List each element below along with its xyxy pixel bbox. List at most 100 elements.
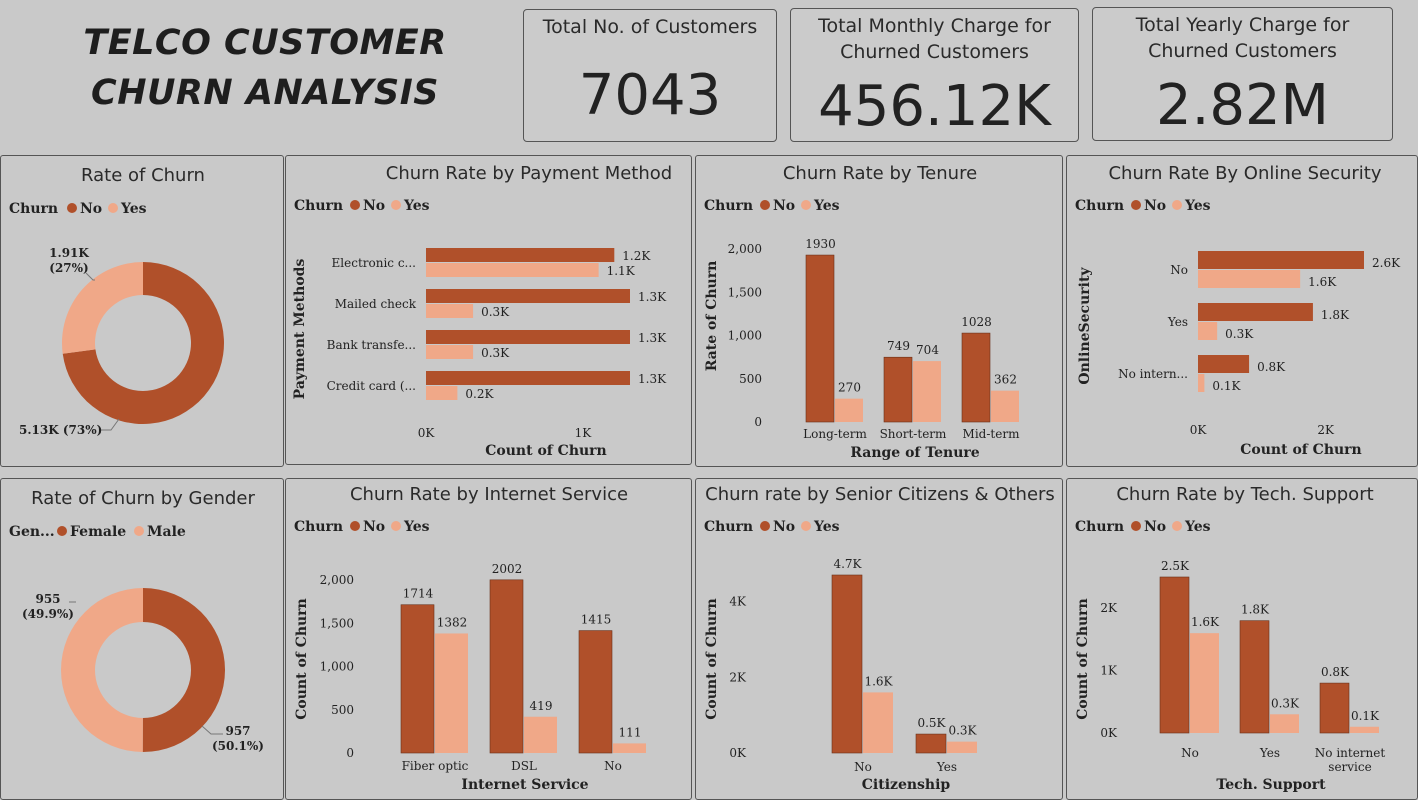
y-tick-label: 1,500 bbox=[728, 285, 762, 299]
pie-leader-line bbox=[201, 725, 223, 735]
data-label: 0.3K bbox=[481, 305, 510, 319]
data-label: 0.3K bbox=[1225, 327, 1254, 341]
data-label: 1.2K bbox=[622, 249, 651, 263]
panel-churn-by-payment-method: Churn Rate by Payment Method Churn No Yes El… bbox=[285, 155, 692, 465]
data-label: 2002 bbox=[492, 562, 523, 576]
y-tick-label: 0 bbox=[754, 415, 762, 429]
data-label: 1.6K bbox=[1308, 275, 1337, 289]
category-label: No bbox=[854, 760, 872, 774]
data-label: 0.8K bbox=[1321, 665, 1350, 679]
legend-item-label: No bbox=[363, 519, 385, 535]
category-label: Short-term bbox=[880, 427, 947, 441]
kpi-card-yearly-charge: Total Yearly Charge for Churned Customer… bbox=[1092, 7, 1393, 141]
panel-churn-by-online-security: Churn Rate By Online Security Churn No Yes N… bbox=[1066, 155, 1418, 467]
data-label: 0.8K bbox=[1257, 360, 1286, 374]
kpi-card-total-customers: Total No. of Customers 7043 bbox=[523, 9, 777, 142]
data-label: 1.3K bbox=[638, 372, 667, 386]
bar-no bbox=[1198, 303, 1313, 321]
x-axis-title: Count of Churn bbox=[1240, 442, 1361, 458]
dashboard-title: TELCO CUSTOMER CHURN ANALYSIS bbox=[60, 18, 470, 118]
legend-item-label: No bbox=[80, 201, 102, 217]
legend-marker-yes bbox=[1172, 200, 1182, 210]
category-label: service bbox=[1328, 760, 1371, 774]
data-label: 0.5K bbox=[917, 716, 946, 730]
y-tick-label: 1,500 bbox=[320, 616, 354, 630]
bar-no bbox=[489, 579, 524, 754]
category-label: Yes bbox=[936, 760, 957, 774]
bar-yes bbox=[835, 398, 863, 422]
data-label: 1714 bbox=[403, 587, 434, 601]
legend-title: Churn bbox=[294, 519, 343, 535]
data-label: 704 bbox=[916, 343, 939, 357]
bar-no bbox=[1198, 355, 1250, 373]
panel-churn-by-gender: Rate of Churn by Gender Gen... Female Male 9… bbox=[0, 478, 284, 800]
category-label: No internet bbox=[1315, 746, 1386, 760]
category-label: Mailed check bbox=[335, 297, 417, 311]
data-label: 1.8K bbox=[1321, 308, 1350, 322]
kpi-label: Total Yearly Charge for bbox=[1135, 14, 1350, 36]
data-label: 270 bbox=[838, 381, 861, 395]
dashboard-title-line2: CHURN ANALYSIS bbox=[91, 73, 439, 113]
chart-title: Churn Rate by Internet Service bbox=[350, 484, 628, 505]
dashboard-title-line1: TELCO CUSTOMER bbox=[83, 23, 447, 63]
bar-no bbox=[426, 330, 630, 344]
legend-marker-female bbox=[57, 526, 67, 536]
legend-item-label: Yes bbox=[1184, 519, 1211, 535]
bar-yes bbox=[863, 692, 893, 753]
data-label: 2.5K bbox=[1161, 559, 1190, 573]
data-label: 0.1K bbox=[1212, 379, 1241, 393]
y-axis-title: Payment Methods bbox=[292, 259, 308, 400]
kpi-value: 2.82M bbox=[1155, 73, 1329, 138]
bar-no bbox=[831, 574, 863, 754]
pie-data-label: 955 bbox=[35, 592, 60, 606]
bar-no bbox=[805, 254, 835, 423]
bar-no bbox=[1159, 576, 1190, 734]
y-axis-title: OnlineSecurity bbox=[1077, 267, 1093, 385]
bar-no bbox=[1319, 682, 1350, 734]
bar-no bbox=[426, 289, 630, 303]
bar-yes bbox=[426, 263, 599, 277]
y-tick-label: 1,000 bbox=[320, 660, 354, 674]
bar-yes bbox=[1198, 322, 1218, 340]
bar-yes bbox=[613, 743, 646, 753]
bar-no bbox=[578, 630, 613, 754]
y-tick-label: 2,000 bbox=[320, 573, 354, 587]
y-axis-title: Rate of Churn bbox=[704, 261, 720, 372]
bar-yes bbox=[991, 390, 1019, 422]
pie-data-label: 957 bbox=[225, 724, 250, 738]
legend-item-label: No bbox=[1144, 519, 1166, 535]
pie-slice-yes bbox=[61, 262, 143, 354]
bar-no bbox=[1239, 620, 1270, 734]
kpi-label: Total Monthly Charge for bbox=[818, 15, 1051, 37]
bar-yes bbox=[913, 361, 941, 422]
y-tick-label: 2,000 bbox=[728, 242, 762, 256]
chart-title: Rate of Churn by Gender bbox=[31, 488, 255, 509]
legend-item-label: Yes bbox=[813, 198, 840, 214]
legend-marker-male bbox=[134, 526, 144, 536]
bar-no bbox=[426, 371, 630, 385]
data-label: 1.6K bbox=[1191, 615, 1220, 629]
kpi-card-monthly-charge: Total Monthly Charge for Churned Custome… bbox=[790, 8, 1079, 142]
bar-yes bbox=[426, 386, 458, 400]
chart-svg: Churn Rate by Tenure Churn No Yes 0 500 1,000 1… bbox=[704, 163, 1020, 461]
data-label: 2.6K bbox=[1372, 256, 1401, 270]
legend-item-label: Female bbox=[70, 524, 126, 540]
y-tick-label: 0K bbox=[1100, 726, 1118, 740]
data-label: 1.6K bbox=[864, 674, 893, 688]
data-label: 1.3K bbox=[638, 290, 667, 304]
pie-data-label: (27%) bbox=[49, 261, 88, 275]
x-axis-title: Citizenship bbox=[862, 777, 951, 793]
y-tick-label: 0 bbox=[346, 746, 354, 760]
pie-slice-female bbox=[142, 588, 226, 752]
legend-title: Churn bbox=[294, 198, 343, 214]
legend-item-label: Yes bbox=[403, 519, 430, 535]
panel-churn-by-tech-support: Churn Rate by Tech. Support Churn No Yes 0K 1… bbox=[1066, 478, 1418, 800]
data-label: 362 bbox=[994, 373, 1017, 387]
x-axis-title: Internet Service bbox=[461, 777, 588, 793]
y-tick-label: 2K bbox=[1100, 601, 1118, 615]
data-label: 0.3K bbox=[481, 346, 510, 360]
category-label: No bbox=[1181, 746, 1199, 760]
bar-yes bbox=[1198, 374, 1205, 392]
legend-item-label: Male bbox=[147, 524, 186, 540]
pie-data-label: 1.91K bbox=[49, 246, 89, 260]
